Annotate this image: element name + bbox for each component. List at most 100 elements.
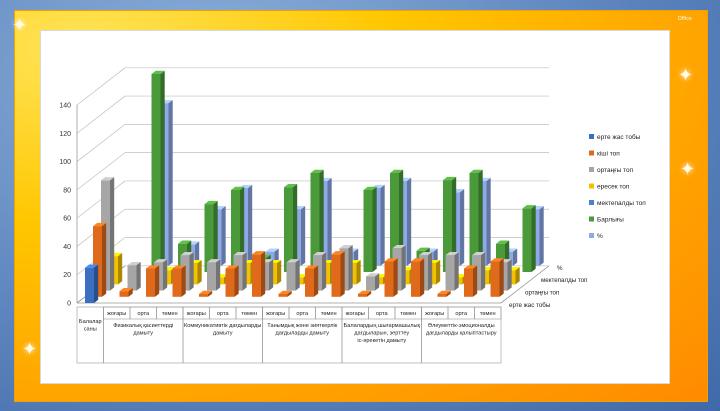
bar-side: [160, 70, 165, 272]
bar-top: [358, 290, 372, 294]
bar: [310, 173, 320, 272]
bar-top: [172, 265, 186, 269]
bar-side: [189, 252, 194, 291]
bar: [93, 226, 102, 297]
bar-side: [507, 259, 512, 291]
bar-side: [261, 251, 266, 297]
bar: [278, 293, 288, 297]
legend-label: ортаңғы топ: [597, 167, 634, 174]
bar-side: [110, 177, 115, 291]
bar-side: [197, 259, 202, 285]
bar-side: [181, 265, 186, 297]
depth-axis-label: мектепалды топ: [541, 277, 587, 284]
bar: [305, 268, 314, 297]
bar-top: [278, 290, 292, 294]
bar-top: [363, 186, 377, 190]
bar-side: [486, 177, 491, 266]
bar: [437, 293, 447, 297]
bar-side: [221, 206, 226, 266]
bar-top: [310, 169, 324, 173]
y-tick-label: 140: [59, 103, 71, 110]
bar-side: [293, 183, 298, 272]
gridline: [76, 95, 126, 134]
bar-top: [472, 252, 486, 256]
bar-side: [499, 258, 504, 297]
bar-side: [118, 252, 123, 285]
bar-side: [446, 290, 451, 297]
category-label: Танымдық және зияткерлік: [267, 323, 337, 329]
category-label: Балалардың шығармашылық: [344, 323, 421, 329]
sparkle-icon: ✦: [12, 15, 28, 35]
bar-side: [513, 248, 518, 266]
bar: [85, 267, 94, 303]
bar: [231, 189, 240, 272]
bar-side: [420, 258, 425, 297]
legend-label: кіші топ: [597, 150, 620, 158]
bar-side: [155, 265, 160, 297]
bar-top: [437, 290, 451, 294]
bar: [496, 243, 505, 272]
y-tick-label: 80: [63, 187, 71, 194]
bar: [225, 268, 235, 297]
legend-swatch: [589, 233, 594, 238]
subcategory-label: орта: [455, 311, 468, 317]
bar-side: [213, 200, 218, 272]
subcategory-label: орта: [376, 311, 389, 317]
bar-side: [367, 290, 372, 297]
category-label: дағдыларын, зерттеу: [354, 331, 409, 337]
bar-side: [428, 252, 433, 291]
bar-side: [322, 252, 327, 291]
bar-side: [401, 244, 406, 291]
y-tick-label: 20: [63, 272, 71, 279]
bar-side: [356, 259, 361, 285]
bar: [358, 293, 367, 297]
bar-top: [252, 251, 266, 255]
bar-side: [102, 222, 107, 297]
bar-top: [154, 259, 168, 263]
chart-svg: 0 20 40 60 80 100 120 140 ерте жас тобы ортаңғы т…: [59, 67, 646, 364]
legend-label: мектепалды топ: [597, 200, 646, 207]
gridline: [76, 152, 126, 191]
bar: [207, 262, 216, 291]
category-label: Әлеуметтік-эмоционалды: [428, 323, 495, 329]
bar-side: [454, 252, 459, 291]
bar-side: [314, 265, 319, 297]
bar: [204, 204, 214, 272]
bar: [284, 187, 293, 272]
bar-top: [416, 247, 430, 251]
bar-top: [339, 244, 353, 249]
bar-side: [452, 176, 457, 272]
bar-side: [136, 261, 141, 291]
gridline: [76, 67, 126, 106]
y-tick-label: 60: [63, 216, 71, 223]
legend-swatch: [589, 134, 594, 139]
bar-side: [242, 252, 247, 291]
bar-side: [372, 186, 377, 272]
legend-swatch: [589, 216, 594, 222]
bar: [127, 265, 137, 291]
bar-side: [531, 205, 536, 272]
bar: [445, 255, 455, 291]
bar-top: [390, 169, 404, 173]
category-label: Балалар: [79, 319, 102, 325]
bar-top: [366, 273, 380, 277]
bar: [146, 268, 155, 297]
subcategory-label: жоғары: [346, 311, 365, 317]
legend-label: %: [597, 233, 603, 240]
bar-side: [340, 251, 345, 297]
bar-top: [284, 183, 298, 188]
bar-top: [204, 200, 218, 205]
bar-top: [469, 169, 483, 173]
bar-side: [436, 259, 441, 285]
depth-axis-label: ерте жас тобы: [509, 302, 551, 309]
bar-top: [93, 222, 107, 227]
subcategory-label: төмен: [241, 311, 257, 317]
bar-side: [327, 177, 332, 266]
y-tick-label: 0: [67, 301, 71, 308]
y-tick-label: 40: [63, 244, 71, 251]
depth-axis-label: ортаңғы топ: [525, 290, 559, 297]
bar-side: [481, 252, 486, 291]
bar-side: [277, 259, 282, 285]
category-label: саны: [84, 327, 97, 333]
category-label: дамыту: [133, 331, 153, 337]
